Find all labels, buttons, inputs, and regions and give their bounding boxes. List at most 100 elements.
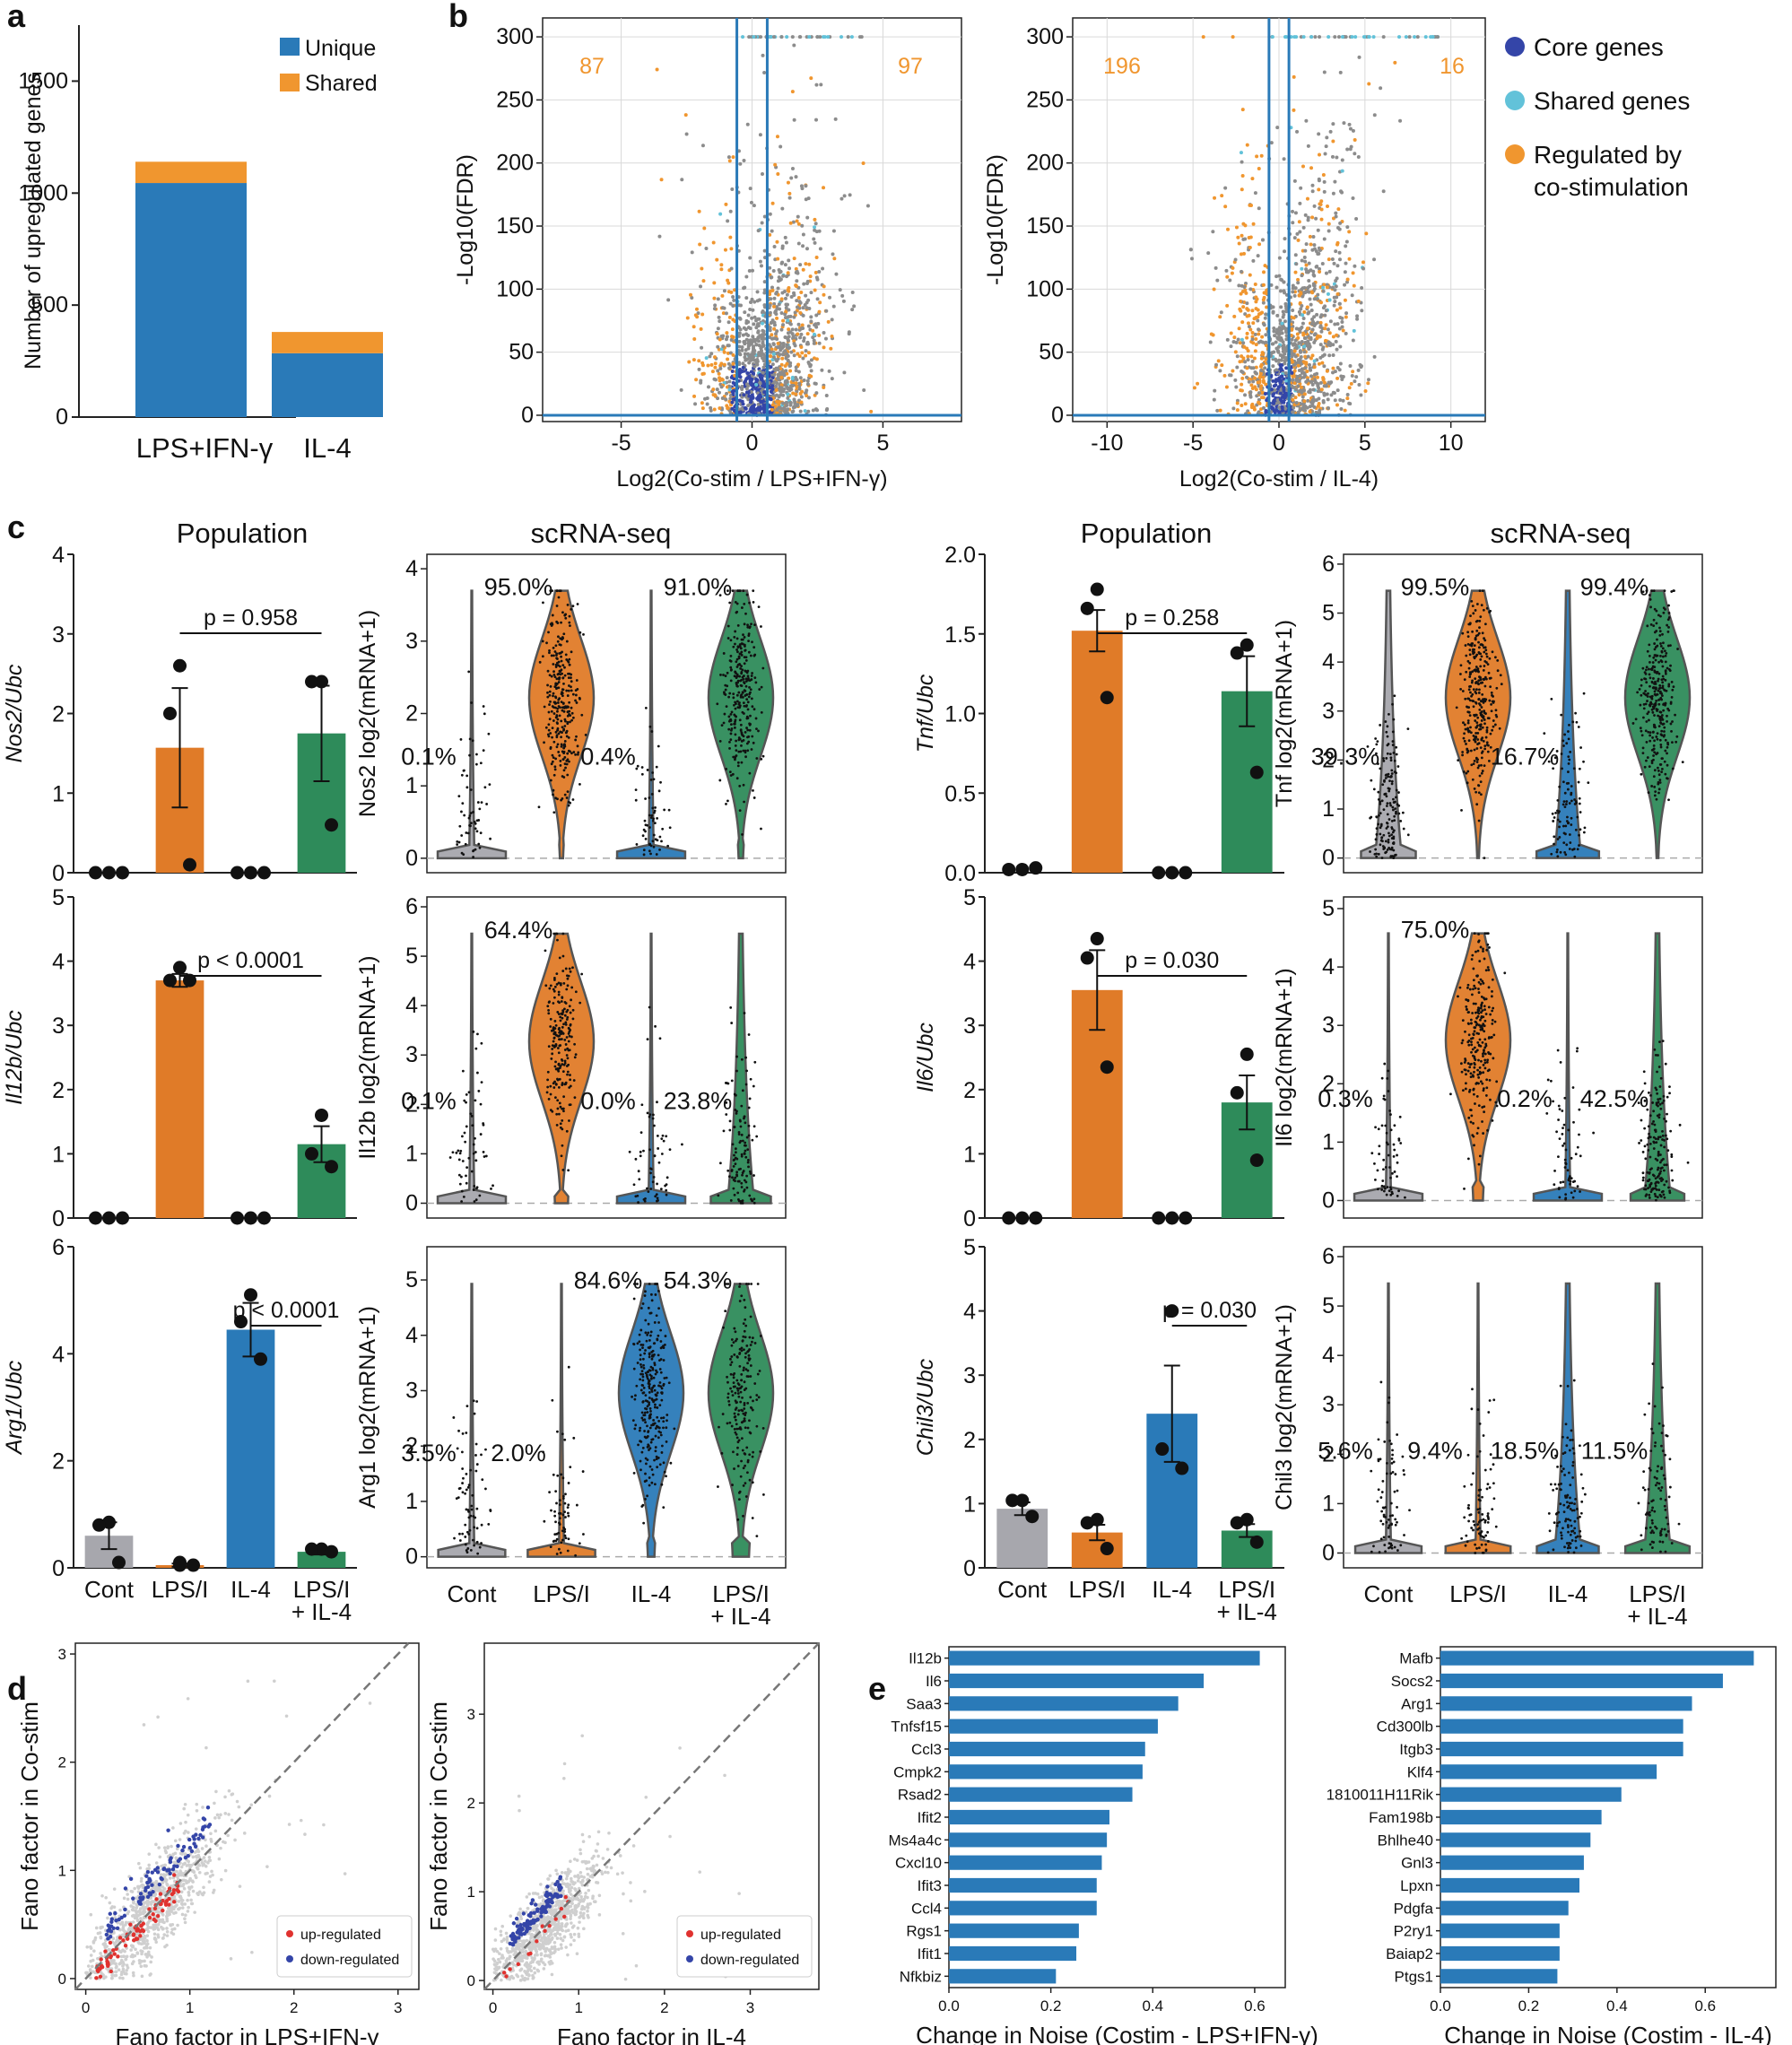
violin-cell-dot <box>1648 718 1650 722</box>
violin-cell-dot <box>736 623 740 627</box>
volcano-point <box>869 409 874 413</box>
violin-cell-dot <box>751 640 753 644</box>
violin-cell-dot <box>1390 769 1394 772</box>
volcano-point <box>813 225 817 230</box>
volcano-point <box>1229 344 1233 349</box>
volcano-point <box>1294 378 1299 382</box>
volcano-point <box>814 313 819 318</box>
violin-cell-dot <box>1575 720 1579 724</box>
violin-cell-dot <box>465 1181 468 1185</box>
b-legend-swatch <box>1505 37 1525 57</box>
volcano-point <box>1304 361 1309 365</box>
pop-datapoint <box>244 866 257 880</box>
violin-cell-dot <box>566 720 570 724</box>
violin-ytick-label: 3 <box>405 1042 418 1067</box>
a-bar-unique <box>135 183 247 417</box>
violin-cell-dot <box>1648 667 1650 671</box>
violin-cell-dot <box>734 630 737 633</box>
violin-cell-dot <box>1653 666 1657 669</box>
violin-cell-dot <box>1491 650 1494 654</box>
volcano-point <box>741 365 745 370</box>
pop-ytick-label: 3 <box>52 622 65 648</box>
b-legend-swatch <box>1505 144 1525 164</box>
violin-cell-dot <box>1457 759 1460 762</box>
volcano-point <box>822 330 826 335</box>
violin-cell-dot <box>652 817 656 821</box>
violin-cell-dot <box>1657 698 1661 701</box>
violin-cell-dot <box>743 656 746 659</box>
violin-cell-dot <box>1475 721 1479 725</box>
volcano-ytick-label: 250 <box>1026 87 1064 112</box>
volcano-point <box>1323 313 1327 318</box>
violin-cell-dot <box>1475 747 1479 750</box>
violin-cell-dot <box>577 751 580 754</box>
violin-percent-label: 0.1% <box>401 743 457 770</box>
violin-cell-dot <box>1570 823 1573 826</box>
violin-cell-dot <box>643 819 647 822</box>
violin-cell-dot <box>747 634 751 637</box>
violin-cell-dot <box>1393 694 1396 698</box>
volcano-point <box>1318 269 1322 274</box>
volcano-point <box>770 201 775 205</box>
volcano-point <box>794 375 798 379</box>
volcano-point <box>1348 363 1353 368</box>
volcano-point <box>701 279 706 283</box>
violin-cell-dot <box>1474 719 1477 722</box>
volcano-point <box>813 222 818 226</box>
volcano-point <box>1331 366 1335 370</box>
violin-cell-dot <box>563 756 567 759</box>
volcano-point <box>721 311 726 316</box>
violin-cell-dot <box>1661 757 1664 761</box>
volcano-xtick-label: 5 <box>876 431 889 456</box>
violin-cell-dot <box>563 1007 566 1011</box>
a-legend-unique-swatch <box>280 38 300 56</box>
volcano-point <box>772 326 777 331</box>
violin-cell-dot <box>457 1158 461 1162</box>
violin-cell-dot <box>472 1143 475 1146</box>
violin-cell-dot <box>1485 743 1489 746</box>
volcano-point <box>787 258 791 263</box>
violin-cell-dot <box>1381 783 1385 787</box>
volcano-point <box>1274 285 1279 290</box>
violin-cell-dot <box>1478 727 1481 731</box>
violin-cell-dot <box>1474 726 1478 729</box>
volcano-point <box>1271 309 1275 314</box>
violin-cell-dot <box>1478 626 1481 630</box>
violin-cell-dot <box>659 780 662 784</box>
volcano-point <box>762 214 767 219</box>
volcano-point <box>1327 406 1331 411</box>
violin-cell-dot <box>1395 745 1398 749</box>
volcano-point <box>716 326 720 331</box>
volcano-point <box>1220 194 1224 198</box>
violin-cell-dot <box>648 796 651 799</box>
volcano-point <box>834 272 839 276</box>
volcano-point <box>780 356 785 361</box>
violin-cell-dot <box>1570 816 1573 820</box>
violin-cell-dot <box>1563 805 1567 809</box>
violin-cell-dot <box>1674 713 1676 717</box>
volcano-point <box>1302 350 1307 354</box>
volcano-point <box>771 269 776 274</box>
volcano-point <box>848 193 852 197</box>
violin-cell-dot <box>650 814 654 817</box>
violin-cell-dot <box>1375 855 1379 858</box>
volcano-point <box>814 83 819 87</box>
violin-cell-dot <box>1387 712 1390 716</box>
volcano-point <box>761 53 765 57</box>
volcano-point <box>1232 335 1237 340</box>
volcano-point <box>770 275 774 280</box>
violin-cell-dot <box>1490 709 1493 713</box>
violin-cell-dot <box>648 725 652 728</box>
violin-cell-dot <box>1653 642 1657 645</box>
volcano-point <box>1264 357 1268 361</box>
violin-cell-dot <box>562 769 566 772</box>
volcano-point <box>818 247 822 251</box>
violin-cell-dot <box>737 702 741 706</box>
volcano-point <box>728 351 733 355</box>
violin-cell-dot <box>1462 721 1465 725</box>
volcano-point <box>1251 341 1256 345</box>
violin-cell-dot <box>548 648 551 652</box>
volcano-point <box>1331 335 1335 339</box>
violin-cell-dot <box>1659 644 1663 648</box>
